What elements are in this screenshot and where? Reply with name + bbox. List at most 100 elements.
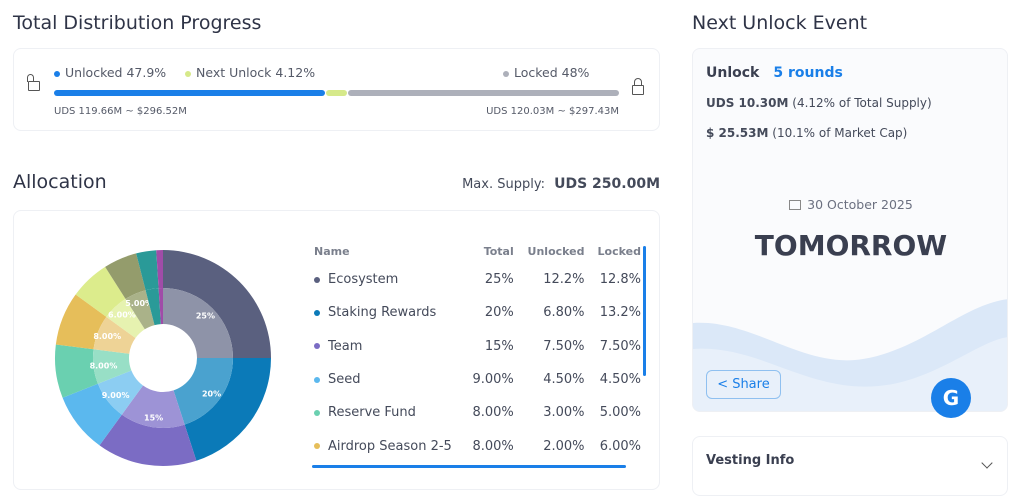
pie-slice-outer[interactable] (99, 414, 197, 466)
lock-icon (632, 85, 644, 95)
unlock-title: Next Unlock Event (692, 12, 868, 34)
allocation-pie-chart: 25% 20% 15% 9.00% 8.00% 8.00% 6.00% 5.00% (55, 250, 271, 466)
col-unlocked: Unlocked (527, 244, 585, 258)
progress-unlocked-segment (54, 90, 325, 96)
pie-slice-outer[interactable] (62, 383, 122, 446)
pie-slice-outer[interactable] (55, 294, 107, 350)
allocation-card: 25% 20% 15% 9.00% 8.00% 8.00% 6.00% 5.00% Name … (13, 210, 660, 490)
row-color-dot (314, 409, 320, 416)
row-name: Reserve Fund (314, 396, 460, 429)
vesting-title: Vesting Info (706, 453, 795, 468)
rounds-link[interactable]: 5 rounds (773, 65, 843, 81)
pie-label: 6.00% (108, 310, 136, 319)
row-unlocked: 3.00% (543, 405, 585, 421)
row-total: 15% (484, 338, 514, 354)
row-unlocked: 2.00% (543, 438, 585, 454)
pie-slice-inner[interactable] (125, 290, 155, 330)
row-total: 25% (484, 272, 514, 288)
pie-slice-outer[interactable] (156, 250, 163, 289)
pie-slice-outer[interactable] (136, 250, 159, 291)
pie-slice-outer[interactable] (184, 358, 271, 461)
legend-unlocked: Unlocked 47.9% (54, 65, 166, 80)
locked-dot (503, 70, 509, 77)
row-color-dot (314, 276, 320, 283)
row-total: 9.00% (472, 372, 514, 388)
pie-slice-inner[interactable] (121, 385, 185, 428)
pie-slice-inner[interactable] (93, 349, 132, 384)
unlock-date-icon (789, 200, 802, 210)
pie-label: 9.00% (102, 391, 130, 400)
row-unlocked: 6.80% (543, 305, 585, 321)
lock-icon-shackle (634, 78, 642, 86)
legend-locked: Locked 48% (503, 65, 589, 80)
unlock-amount: UDS 10.30M (4.12% of Total Supply) (706, 96, 932, 110)
pie-slice-outer[interactable] (55, 344, 98, 398)
locked-amount: UDS 120.03M ~ $297.43M (486, 106, 619, 117)
pie-slice-outer[interactable] (105, 253, 146, 299)
pie-label: 20% (202, 389, 221, 398)
unlock-amount-note: (4.12% of Total Supply) (792, 96, 932, 110)
row-name-text: Airdrop Season 2-5 (328, 438, 452, 454)
pie-slice-outer[interactable] (163, 250, 271, 358)
unlocked-amount: UDS 119.66M ~ $296.52M (54, 106, 187, 117)
pie-slice-inner[interactable] (163, 288, 233, 358)
progress-locked-segment (347, 90, 619, 96)
allocation-title: Allocation (13, 171, 107, 193)
col-name: Name (314, 244, 350, 258)
progress-bar (54, 90, 619, 96)
unlock-label: Unlock (706, 65, 760, 81)
table-row: Airdrop Season 2-5 8.00% 2.00% 6.00% (314, 429, 641, 462)
pie-slice-inner[interactable] (106, 298, 145, 339)
legend-next: Next Unlock 4.12% (185, 65, 315, 80)
row-locked: 6.00% (599, 438, 641, 454)
pie-slice-inner[interactable] (158, 288, 163, 325)
col-locked: Locked (597, 244, 641, 258)
unlock-icon-shackle (27, 74, 34, 82)
max-supply-label: Max. Supply: (462, 177, 545, 192)
row-color-dot (314, 343, 320, 350)
wave-decoration (693, 299, 1007, 411)
unlock-when: TOMORROW (754, 229, 948, 262)
chevron-down-icon[interactable] (981, 457, 993, 469)
legend-next-label: Next Unlock 4.12% (196, 65, 316, 80)
unlock-rounds: Unlock 5 rounds (706, 65, 843, 81)
share-button[interactable]: < Share (706, 370, 781, 399)
vesting-card[interactable]: Vesting Info (692, 436, 1008, 496)
row-name-text: Seed (328, 372, 361, 388)
pie-label: 8.00% (93, 332, 121, 341)
row-locked: 13.2% (599, 305, 641, 321)
unlock-usd-note: (10.1% of Market Cap) (772, 126, 908, 140)
row-unlocked: 12.2% (543, 272, 585, 288)
row-name-text: Reserve Fund (328, 405, 416, 421)
share-label: Share (732, 377, 770, 392)
unlock-amount-value: UDS 10.30M (706, 96, 789, 110)
pie-slice-inner[interactable] (173, 358, 233, 425)
unlocked-dot (54, 70, 60, 77)
pie-slice-inner[interactable] (97, 370, 144, 415)
pie-slice-outer[interactable] (75, 266, 126, 317)
row-name-text: Staking Rewards (328, 305, 437, 321)
row-name: Staking Rewards (314, 296, 460, 329)
unlock-usd: $ 25.53M (10.1% of Market Cap) (706, 126, 907, 140)
progress-next-segment (325, 90, 347, 96)
pie-label: 5.00% (125, 299, 153, 308)
col-total: Total (483, 244, 514, 258)
row-color-dot (314, 309, 320, 316)
pie-slice-inner[interactable] (93, 316, 136, 354)
row-locked: 5.00% (599, 405, 641, 421)
pie-slice-inner[interactable] (145, 288, 161, 326)
row-total: 8.00% (472, 438, 514, 454)
horizontal-scrollbar[interactable] (312, 465, 626, 468)
row-unlocked: 4.50% (543, 372, 585, 388)
row-name-text: Ecosystem (328, 272, 399, 288)
table-row: Team 15% 7.50% 7.50% (314, 330, 641, 363)
pie-label: 8.00% (90, 362, 118, 371)
row-locked: 7.50% (599, 338, 641, 354)
row-color-dot (314, 443, 320, 450)
pie-label: 15% (144, 413, 163, 422)
vertical-scrollbar[interactable] (643, 246, 646, 376)
progress-card: Unlocked 47.9% Next Unlock 4.12% Locked … (13, 48, 660, 131)
unlock-date-text: 30 October 2025 (807, 197, 913, 212)
assistant-button[interactable]: G (931, 378, 971, 418)
max-supply-value: UDS 250.00M (554, 176, 660, 192)
